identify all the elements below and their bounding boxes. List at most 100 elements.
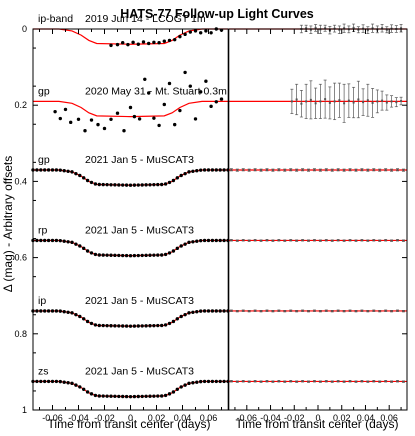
data-point: [78, 173, 82, 178]
binned-point: [349, 168, 352, 171]
data-point: [209, 31, 213, 35]
data-point: [160, 182, 164, 187]
data-point: [93, 182, 98, 186]
data-point: [78, 244, 82, 248]
data-point: [163, 323, 168, 327]
data-point: [62, 380, 66, 384]
binned-point: [366, 310, 369, 313]
data-point: [187, 240, 191, 245]
data-point: [132, 253, 137, 258]
binned-point: [396, 168, 399, 171]
filter-label: gp: [38, 85, 50, 97]
binned-point: [384, 168, 387, 171]
data-point: [128, 183, 133, 187]
data-point: [140, 253, 144, 258]
data-point: [97, 253, 102, 257]
binned-point: [337, 239, 340, 242]
data-point: [97, 323, 102, 328]
x-tick-label: 0.06: [380, 413, 398, 423]
data-point: [109, 324, 113, 328]
binned-point: [307, 310, 310, 313]
model-curve-left-1: [33, 100, 228, 118]
data-point: [101, 323, 105, 328]
data-point: [156, 182, 160, 187]
data-point: [178, 108, 182, 113]
data-point: [204, 79, 208, 83]
data-point: [66, 310, 70, 314]
data-point: [39, 238, 43, 243]
binned-point: [230, 239, 233, 242]
binned-point: [319, 239, 322, 242]
data-point: [93, 323, 98, 327]
data-point: [101, 253, 105, 257]
data-point: [121, 253, 125, 258]
data-point: [144, 394, 148, 399]
binned-point: [295, 98, 298, 101]
binned-point: [283, 310, 286, 313]
data-point: [191, 310, 195, 314]
data-point: [202, 379, 207, 384]
binned-point: [390, 169, 393, 172]
binned-point: [277, 380, 280, 383]
y-tick-label: 1: [22, 405, 27, 415]
binned-point: [242, 309, 245, 312]
binned-point: [248, 169, 251, 172]
data-point: [137, 117, 142, 121]
data-point: [179, 244, 183, 248]
x-tick-label: 0.06: [200, 413, 218, 423]
binned-point: [400, 27, 403, 30]
y-tick-label: 0: [22, 24, 27, 34]
binned-point: [343, 169, 346, 172]
data-point: [89, 251, 94, 255]
binned-point: [242, 239, 245, 242]
data-point: [82, 317, 86, 321]
binned-point: [357, 28, 360, 31]
binned-point: [366, 99, 369, 102]
data-point: [39, 379, 43, 384]
data-point: [160, 394, 164, 398]
data-point: [74, 242, 78, 246]
observation-label: 2021 Jan 5 - MuSCAT3: [85, 295, 194, 307]
data-point: [132, 183, 137, 187]
data-point: [160, 323, 164, 328]
data-point: [97, 182, 102, 187]
binned-point: [265, 239, 268, 242]
data-point: [163, 182, 168, 186]
binned-point: [307, 380, 310, 383]
data-point: [82, 246, 86, 251]
filter-label: rp: [38, 224, 47, 236]
data-point: [173, 37, 177, 42]
binned-point: [343, 239, 346, 242]
binned-point: [354, 169, 357, 172]
binned-point: [289, 168, 292, 171]
binned-point: [366, 380, 369, 383]
x-tick-label: 0: [315, 413, 320, 423]
binned-point: [357, 98, 360, 101]
data-point: [121, 41, 125, 45]
data-point: [89, 392, 94, 396]
data-point: [117, 253, 121, 258]
binned-point: [271, 169, 274, 172]
binned-point: [277, 168, 280, 171]
y-tick-label: 0.4: [14, 176, 27, 186]
data-point: [187, 170, 191, 174]
data-point: [113, 324, 117, 328]
data-point: [58, 379, 62, 384]
data-point: [85, 249, 90, 253]
data-point: [167, 180, 172, 185]
data-point: [117, 183, 121, 187]
data-point: [105, 394, 109, 398]
binned-point: [343, 310, 346, 313]
binned-point: [337, 380, 340, 383]
y-tick-label: 0.6: [14, 253, 27, 263]
data-point: [162, 39, 166, 43]
binned-point: [354, 239, 357, 242]
data-point: [58, 168, 62, 172]
data-point: [96, 122, 100, 127]
data-point: [175, 176, 179, 180]
data-point: [85, 319, 90, 324]
data-point: [121, 324, 125, 328]
binned-point: [381, 27, 384, 30]
data-point: [74, 312, 78, 317]
data-point: [162, 102, 166, 107]
